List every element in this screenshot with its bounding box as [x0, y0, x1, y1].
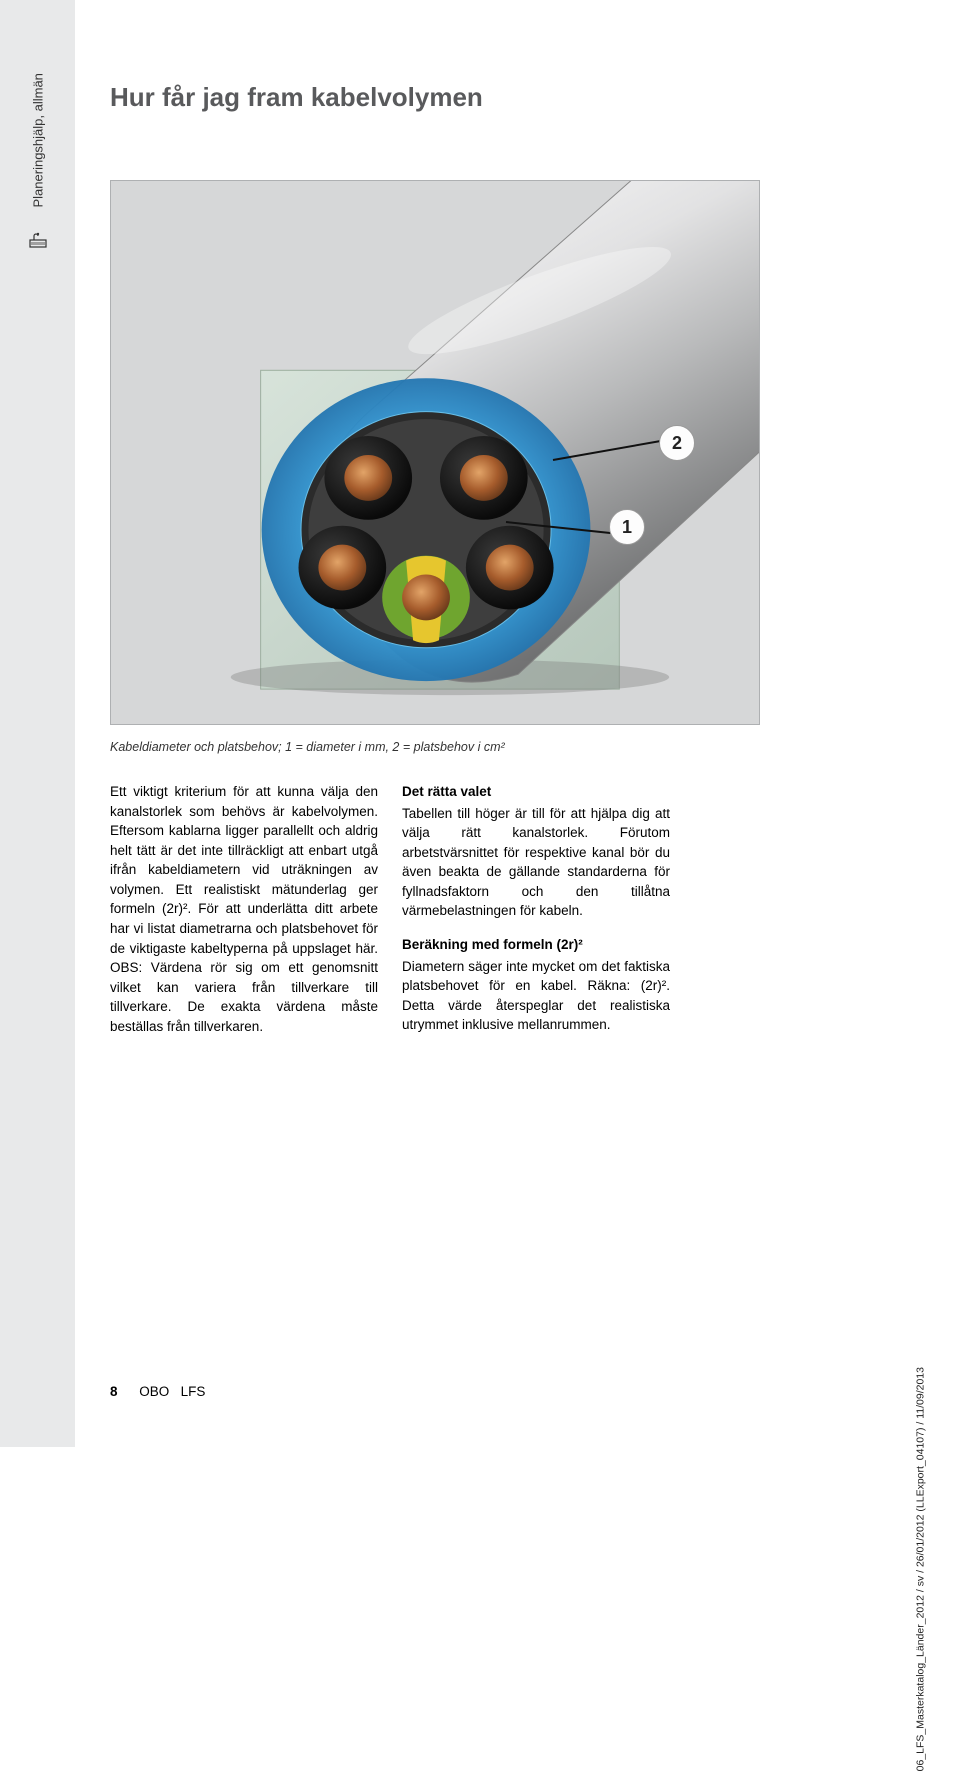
cable-figure: 1 2 — [110, 180, 760, 725]
section-icon — [28, 230, 48, 250]
footer-series: LFS — [181, 1384, 206, 1399]
callout-inner-label: 1 — [622, 517, 632, 538]
subheading-formula: Beräkning med formeln (2r)² — [402, 935, 670, 955]
figure-caption: Kabeldiameter och platsbehov; 1 = diamet… — [110, 740, 750, 754]
body-paragraph: Tabellen till höger är till för att hjäl… — [402, 804, 670, 921]
body-column-left: Ett viktigt kriterium för att kunna välj… — [110, 782, 378, 1036]
callout-inner: 1 — [609, 509, 645, 545]
footer-brand: OBO — [139, 1384, 169, 1399]
sidebar: Planeringshjälp, allmän — [0, 0, 75, 1447]
sidebar-section-label: Planeringshjälp, allmän — [31, 73, 46, 207]
page-title: Hur får jag fram kabelvolymen — [110, 82, 483, 113]
body-column-right: Det rätta valet Tabellen till höger är t… — [402, 782, 670, 1036]
callout-outer-label: 2 — [672, 433, 682, 454]
body-paragraph: Ett viktigt kriterium för att kunna välj… — [110, 782, 378, 1036]
page-number: 8 — [110, 1384, 118, 1399]
document-id: 06_LFS_Masterkatalog_Länder_2012 / sv / … — [914, 1367, 926, 1771]
body-paragraph: Diametern säger inte mycket om det fakti… — [402, 957, 670, 1035]
subheading-choice: Det rätta valet — [402, 782, 670, 802]
page-footer: 8 OBO LFS — [110, 1384, 205, 1399]
callout-outer: 2 — [659, 425, 695, 461]
body-columns: Ett viktigt kriterium för att kunna välj… — [110, 782, 670, 1036]
